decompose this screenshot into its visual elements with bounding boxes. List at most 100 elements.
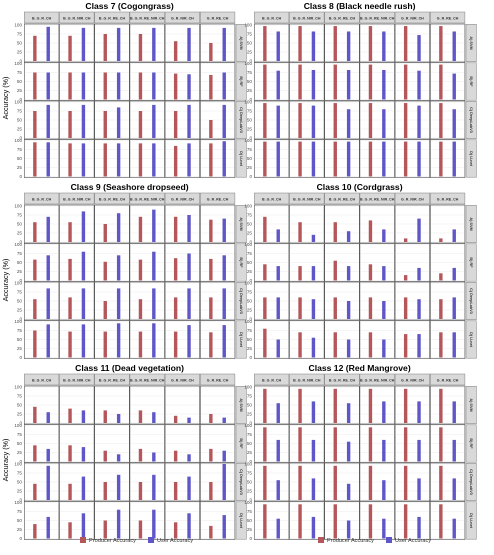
user-accuracy-bar [116, 143, 121, 177]
user-accuracy-bar [311, 478, 316, 500]
user-accuracy-bar [222, 27, 226, 62]
user-accuracy-bar [417, 141, 421, 177]
user-accuracy-bar [452, 141, 456, 177]
user-accuracy-bar [46, 72, 50, 100]
user-accuracy-bar [276, 266, 280, 281]
y-tick-label: 25 [247, 450, 253, 455]
producer-accuracy-bar [68, 483, 72, 500]
producer-accuracy-bar [209, 258, 213, 281]
user-accuracy-bar [116, 414, 121, 423]
producer-accuracy-bar [298, 297, 302, 319]
user-accuracy-bar [152, 474, 156, 500]
facet-block: Class 9 (Seashore dropseed) B_G_R_CH B_G_R… [14, 182, 247, 360]
column-strip [94, 373, 130, 386]
user-accuracy-bar [116, 213, 121, 242]
producer-accuracy-bar [403, 297, 408, 319]
row-strip [465, 205, 477, 243]
producer-accuracy-bar [33, 72, 37, 100]
y-tick-label: 0 [249, 174, 252, 179]
facet-block: Class 11 (Dead vegetation) B_G_R_CH B_G_R_… [14, 363, 247, 541]
producer-accuracy-bar [263, 103, 267, 138]
user-accuracy-bar [116, 323, 121, 358]
user-accuracy-bar [152, 323, 156, 358]
y-tick-label: 25 [247, 49, 253, 54]
producer-accuracy-bar [103, 72, 107, 100]
row-strip [465, 101, 477, 139]
user-accuracy-bar [187, 104, 191, 138]
user-accuracy-bar [152, 509, 156, 539]
user-accuracy-bar [222, 218, 226, 242]
producer-accuracy-bar [33, 445, 37, 462]
producer-accuracy-bar [263, 297, 267, 319]
row-strip-label: C) DeepLabV3 [239, 107, 243, 133]
producer-accuracy-bar [368, 26, 373, 61]
y-tick-label: 100 [244, 242, 252, 247]
row-strip [465, 243, 477, 282]
column-strip-label: G_R_RE_CH [207, 17, 229, 21]
column-strip-label: B_G_R_RE_CH [329, 379, 356, 383]
column-strip [254, 192, 290, 205]
y-tick-label: 50 [17, 337, 23, 342]
producer-accuracy-bar [173, 331, 178, 358]
producer-accuracy-bar [138, 482, 143, 500]
row-strip [465, 386, 477, 424]
facet-block: Class 8 (Black needle rush) B_G_R_CH B_G_R… [244, 1, 477, 179]
column-strip [359, 373, 395, 386]
producer-accuracy-bar [209, 448, 213, 462]
column-strip-label: B_G_R_CH [32, 17, 52, 21]
user-accuracy-bar [417, 267, 421, 281]
user-accuracy-bar [222, 141, 226, 177]
column-strip-label: G_R_RE_CH [437, 379, 459, 383]
y-tick-label: 25 [247, 126, 253, 131]
user-accuracy-bar [346, 31, 351, 61]
user-accuracy-bar [152, 27, 156, 62]
y-tick-label: 50 [17, 260, 23, 265]
producer-accuracy-bar [33, 483, 37, 500]
y-tick-label: 25 [247, 165, 253, 170]
user-accuracy-bar [276, 518, 280, 539]
producer-accuracy-bar [103, 301, 107, 319]
column-strip [94, 192, 130, 205]
producer-accuracy-bar [368, 388, 373, 423]
row-strip-label: B) RF [239, 438, 243, 449]
producer-accuracy-bar [439, 103, 443, 138]
row-strip-label: B) RF [239, 257, 243, 268]
column-strip-label: G_R_NIR_CH [171, 198, 194, 202]
user-accuracy-bar [452, 229, 456, 242]
column-strip-label: B_G_R_CH [262, 379, 282, 383]
user-accuracy-bar [46, 324, 50, 358]
y-tick-label: 100 [244, 461, 252, 466]
row-strip [235, 205, 247, 243]
user-accuracy-bar [222, 515, 226, 539]
y-tick-label: 25 [247, 488, 253, 493]
y-tick-label: 50 [247, 298, 253, 303]
y-tick-label: 50 [17, 40, 23, 45]
producer-accuracy-bar [298, 504, 302, 539]
user-accuracy-bar [222, 255, 226, 281]
producer-accuracy-bar [368, 64, 373, 100]
y-tick-label: 75 [17, 31, 23, 36]
y-tick-label: 0 [249, 459, 252, 464]
user-accuracy-bar [346, 109, 351, 138]
producer-accuracy-bar [33, 330, 37, 358]
producer-accuracy-bar [68, 445, 72, 462]
user-accuracy-bar [276, 229, 280, 242]
y-tick-label: 50 [247, 479, 253, 484]
y-tick-label: 100 [14, 500, 22, 505]
legend-label-producer: Producer Accuracy [89, 538, 136, 544]
column-strip [129, 373, 165, 386]
producer-accuracy-bar [439, 465, 443, 500]
producer-accuracy-bar [103, 450, 107, 462]
row-strip [235, 320, 247, 359]
producer-accuracy-bar [138, 216, 143, 242]
y-tick-label: 50 [247, 40, 253, 45]
y-tick-label: 75 [17, 432, 23, 437]
column-strip-label: B_G_R_CH [262, 198, 282, 202]
y-tick-label: 0 [19, 58, 22, 63]
row-strip [465, 463, 477, 501]
column-strip [59, 11, 95, 24]
user-accuracy-bar [81, 447, 86, 462]
y-tick-label: 100 [244, 138, 252, 143]
column-strip [254, 373, 290, 386]
user-accuracy-bar [276, 105, 280, 138]
